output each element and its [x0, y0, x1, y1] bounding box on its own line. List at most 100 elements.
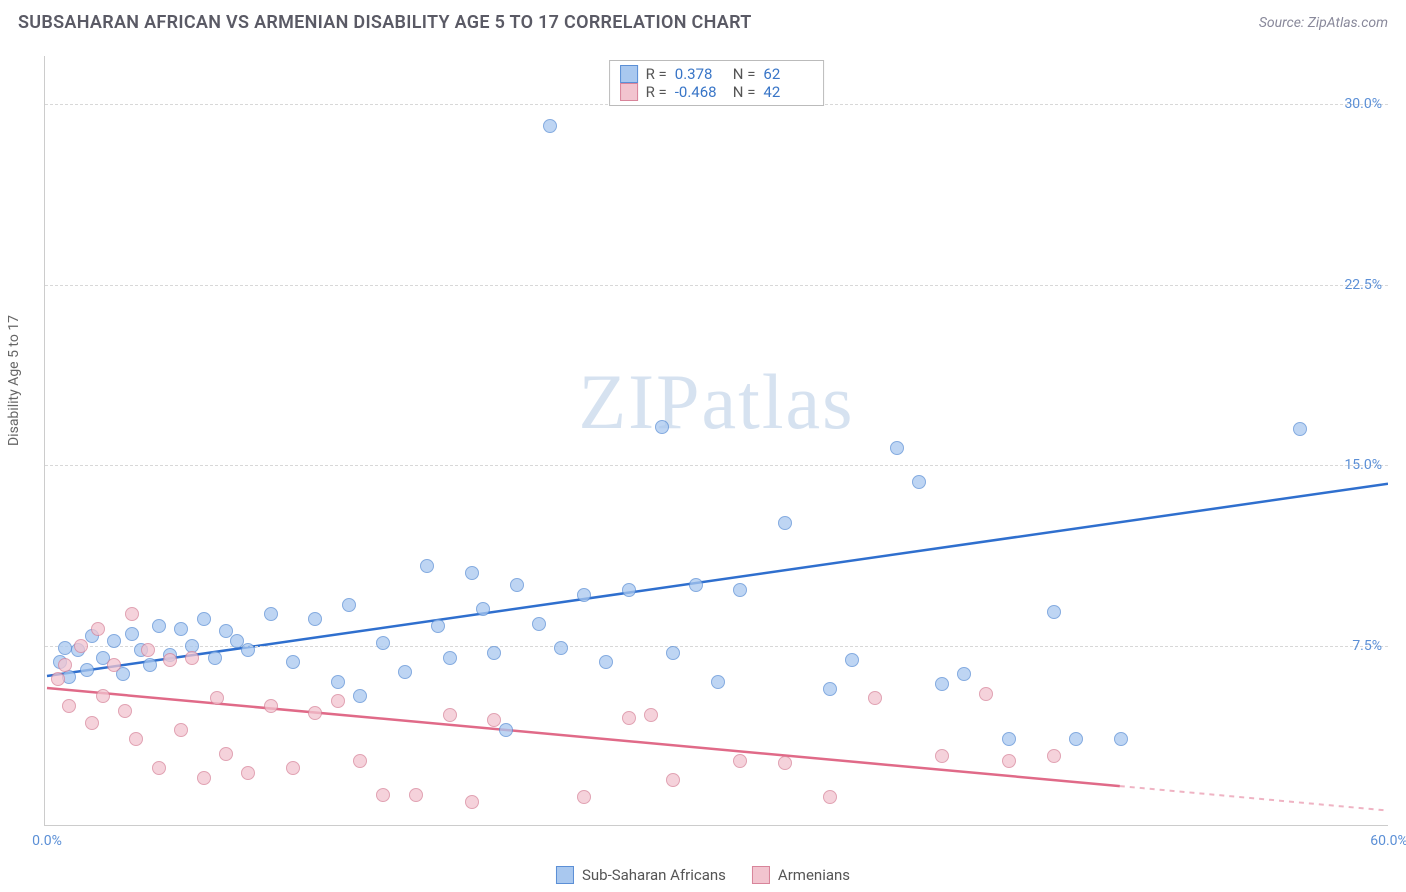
y-tick-label: 7.5%: [1352, 638, 1382, 654]
scatter-point-armenian: [185, 651, 199, 665]
x-tick-label: 0.0%: [32, 833, 62, 849]
scatter-point-armenian: [174, 723, 188, 737]
scatter-point-subsaharan: [431, 619, 445, 633]
source-label: Source:: [1259, 15, 1304, 31]
scatter-point-subsaharan: [1047, 605, 1061, 619]
scatter-point-armenian: [666, 773, 680, 787]
swatch-subsaharan: [556, 866, 574, 884]
scatter-point-subsaharan: [912, 475, 926, 489]
legend-item-armenian: Armenians: [752, 866, 850, 884]
scatter-point-armenian: [353, 754, 367, 768]
scatter-point-subsaharan: [957, 667, 971, 681]
scatter-point-subsaharan: [499, 723, 513, 737]
scatter-point-armenian: [210, 691, 224, 705]
scatter-point-subsaharan: [58, 641, 72, 655]
scatter-point-armenian: [118, 704, 132, 718]
y-tick-label: 30.0%: [1344, 96, 1382, 112]
scatter-point-subsaharan: [935, 677, 949, 691]
scatter-point-armenian: [465, 795, 479, 809]
scatter-point-armenian: [152, 761, 166, 775]
scatter-point-subsaharan: [476, 602, 490, 616]
scatter-point-armenian: [286, 761, 300, 775]
scatter-point-subsaharan: [465, 566, 479, 580]
y-axis-label: Disability Age 5 to 17: [6, 315, 22, 446]
scatter-point-subsaharan: [1069, 732, 1083, 746]
scatter-point-subsaharan: [510, 578, 524, 592]
scatter-point-armenian: [197, 771, 211, 785]
scatter-point-armenian: [409, 788, 423, 802]
watermark-b: atlas: [702, 358, 855, 445]
watermark: ZIPatlas: [579, 357, 855, 447]
scatter-point-subsaharan: [264, 607, 278, 621]
scatter-point-armenian: [868, 691, 882, 705]
scatter-point-subsaharan: [353, 689, 367, 703]
scatter-point-subsaharan: [443, 651, 457, 665]
scatter-point-subsaharan: [174, 622, 188, 636]
trendline-armenian-dashed: [1120, 786, 1388, 811]
scatter-point-armenian: [141, 643, 155, 657]
scatter-point-armenian: [96, 689, 110, 703]
scatter-point-armenian: [163, 653, 177, 667]
legend-stats-box: R =0.378N =62R = -0.468 N = 42: [609, 60, 825, 106]
scatter-point-subsaharan: [143, 658, 157, 672]
scatter-point-subsaharan: [577, 588, 591, 602]
scatter-point-subsaharan: [107, 634, 121, 648]
scatter-point-armenian: [823, 790, 837, 804]
scatter-point-subsaharan: [778, 516, 792, 530]
gridline: [45, 465, 1388, 466]
legend-item-subsaharan: Sub-Saharan Africans: [556, 866, 726, 884]
scatter-point-armenian: [577, 790, 591, 804]
scatter-point-armenian: [264, 699, 278, 713]
scatter-point-subsaharan: [554, 641, 568, 655]
legend-stats-row-subsaharan: R =0.378N =62: [620, 65, 814, 83]
scatter-point-subsaharan: [80, 663, 94, 677]
swatch-armenian: [620, 83, 638, 101]
chart-header: SUBSAHARAN AFRICAN VS ARMENIAN DISABILIT…: [0, 0, 1406, 39]
scatter-point-armenian: [487, 713, 501, 727]
scatter-point-armenian: [935, 749, 949, 763]
swatch-armenian: [752, 866, 770, 884]
scatter-point-subsaharan: [845, 653, 859, 667]
scatter-point-subsaharan: [398, 665, 412, 679]
scatter-point-subsaharan: [599, 655, 613, 669]
scatter-point-armenian: [91, 622, 105, 636]
source-value: ZipAtlas.com: [1308, 15, 1388, 31]
trend-lines-svg: [45, 56, 1388, 825]
scatter-point-armenian: [85, 716, 99, 730]
legend-label-armenian: Armenians: [778, 866, 850, 884]
r-label: R =: [646, 83, 667, 101]
scatter-point-armenian: [107, 658, 121, 672]
scatter-point-armenian: [241, 766, 255, 780]
scatter-point-armenian: [1047, 749, 1061, 763]
scatter-point-subsaharan: [241, 643, 255, 657]
scatter-point-armenian: [219, 747, 233, 761]
scatter-point-subsaharan: [308, 612, 322, 626]
scatter-point-armenian: [622, 711, 636, 725]
n-value-armenian: 42: [763, 83, 813, 101]
legend-label-subsaharan: Sub-Saharan Africans: [582, 866, 726, 884]
scatter-point-subsaharan: [532, 617, 546, 631]
scatter-point-armenian: [733, 754, 747, 768]
scatter-point-armenian: [125, 607, 139, 621]
n-label: N =: [733, 83, 756, 101]
chart-title: SUBSAHARAN AFRICAN VS ARMENIAN DISABILIT…: [18, 12, 752, 33]
scatter-point-subsaharan: [689, 578, 703, 592]
legend-stats-row-armenian: R = -0.468 N = 42: [620, 83, 814, 101]
r-value-armenian: -0.468: [675, 83, 725, 101]
swatch-subsaharan: [620, 65, 638, 83]
scatter-point-subsaharan: [125, 627, 139, 641]
y-tick-label: 22.5%: [1344, 277, 1382, 293]
scatter-point-armenian: [62, 699, 76, 713]
scatter-point-subsaharan: [197, 612, 211, 626]
scatter-point-subsaharan: [376, 636, 390, 650]
scatter-point-armenian: [58, 658, 72, 672]
scatter-point-subsaharan: [1293, 422, 1307, 436]
scatter-point-armenian: [129, 732, 143, 746]
scatter-point-subsaharan: [543, 119, 557, 133]
scatter-point-armenian: [443, 708, 457, 722]
scatter-point-subsaharan: [342, 598, 356, 612]
y-tick-label: 15.0%: [1344, 457, 1382, 473]
scatter-point-subsaharan: [286, 655, 300, 669]
scatter-point-subsaharan: [420, 559, 434, 573]
trendline-armenian: [47, 688, 1120, 786]
